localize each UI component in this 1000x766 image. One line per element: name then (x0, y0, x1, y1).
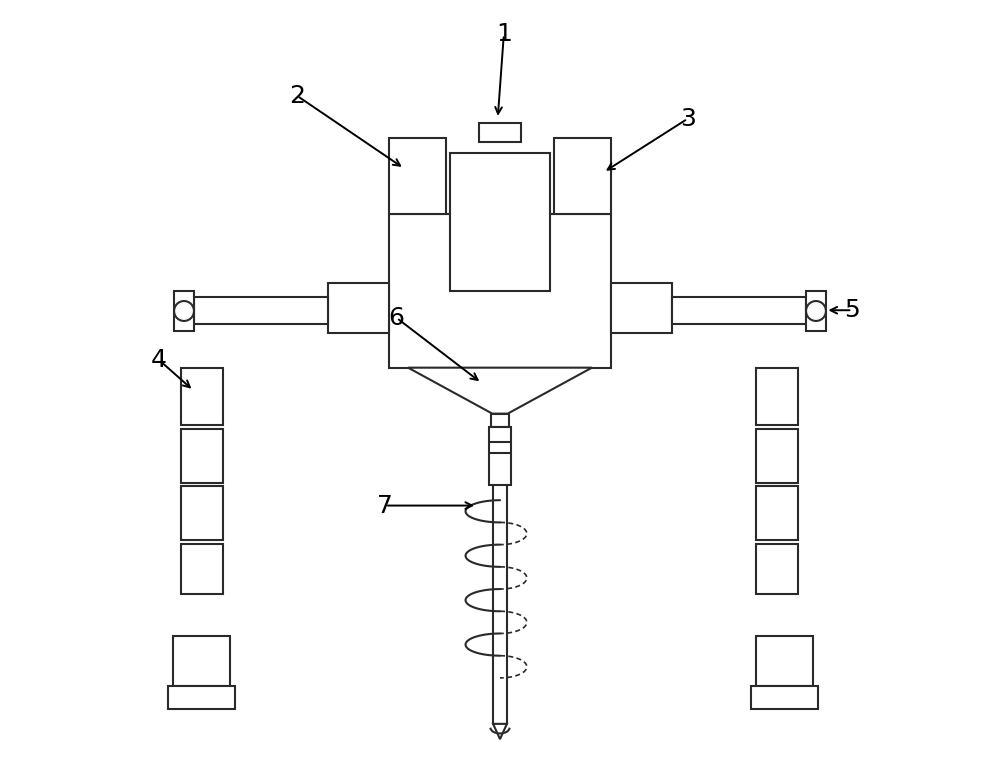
Bar (174, 291, 194, 331)
Bar (756, 544, 798, 594)
Bar (611, 283, 672, 333)
Bar (756, 429, 798, 483)
Bar (389, 138, 446, 214)
Text: 2: 2 (289, 83, 305, 108)
Bar (489, 427, 511, 485)
Text: 6: 6 (389, 306, 405, 330)
Bar (756, 636, 813, 686)
Text: 1: 1 (496, 22, 512, 47)
Bar (173, 636, 230, 686)
Bar (181, 544, 223, 594)
Bar (181, 486, 223, 540)
Bar (450, 153, 550, 291)
Bar (806, 291, 826, 331)
Bar (756, 368, 798, 425)
Bar (479, 123, 521, 142)
Bar (181, 368, 223, 425)
Bar (491, 414, 509, 427)
Bar (168, 686, 235, 709)
Bar (756, 486, 798, 540)
Bar (194, 297, 328, 324)
Bar (328, 283, 389, 333)
Polygon shape (493, 724, 507, 739)
Text: 3: 3 (680, 106, 696, 131)
Bar (389, 214, 611, 368)
Bar (751, 686, 818, 709)
Bar (672, 297, 806, 324)
Text: 5: 5 (844, 298, 860, 322)
Bar (554, 138, 611, 214)
Text: 7: 7 (377, 493, 393, 518)
Bar (181, 429, 223, 483)
Text: 4: 4 (151, 348, 167, 372)
Polygon shape (408, 368, 592, 414)
